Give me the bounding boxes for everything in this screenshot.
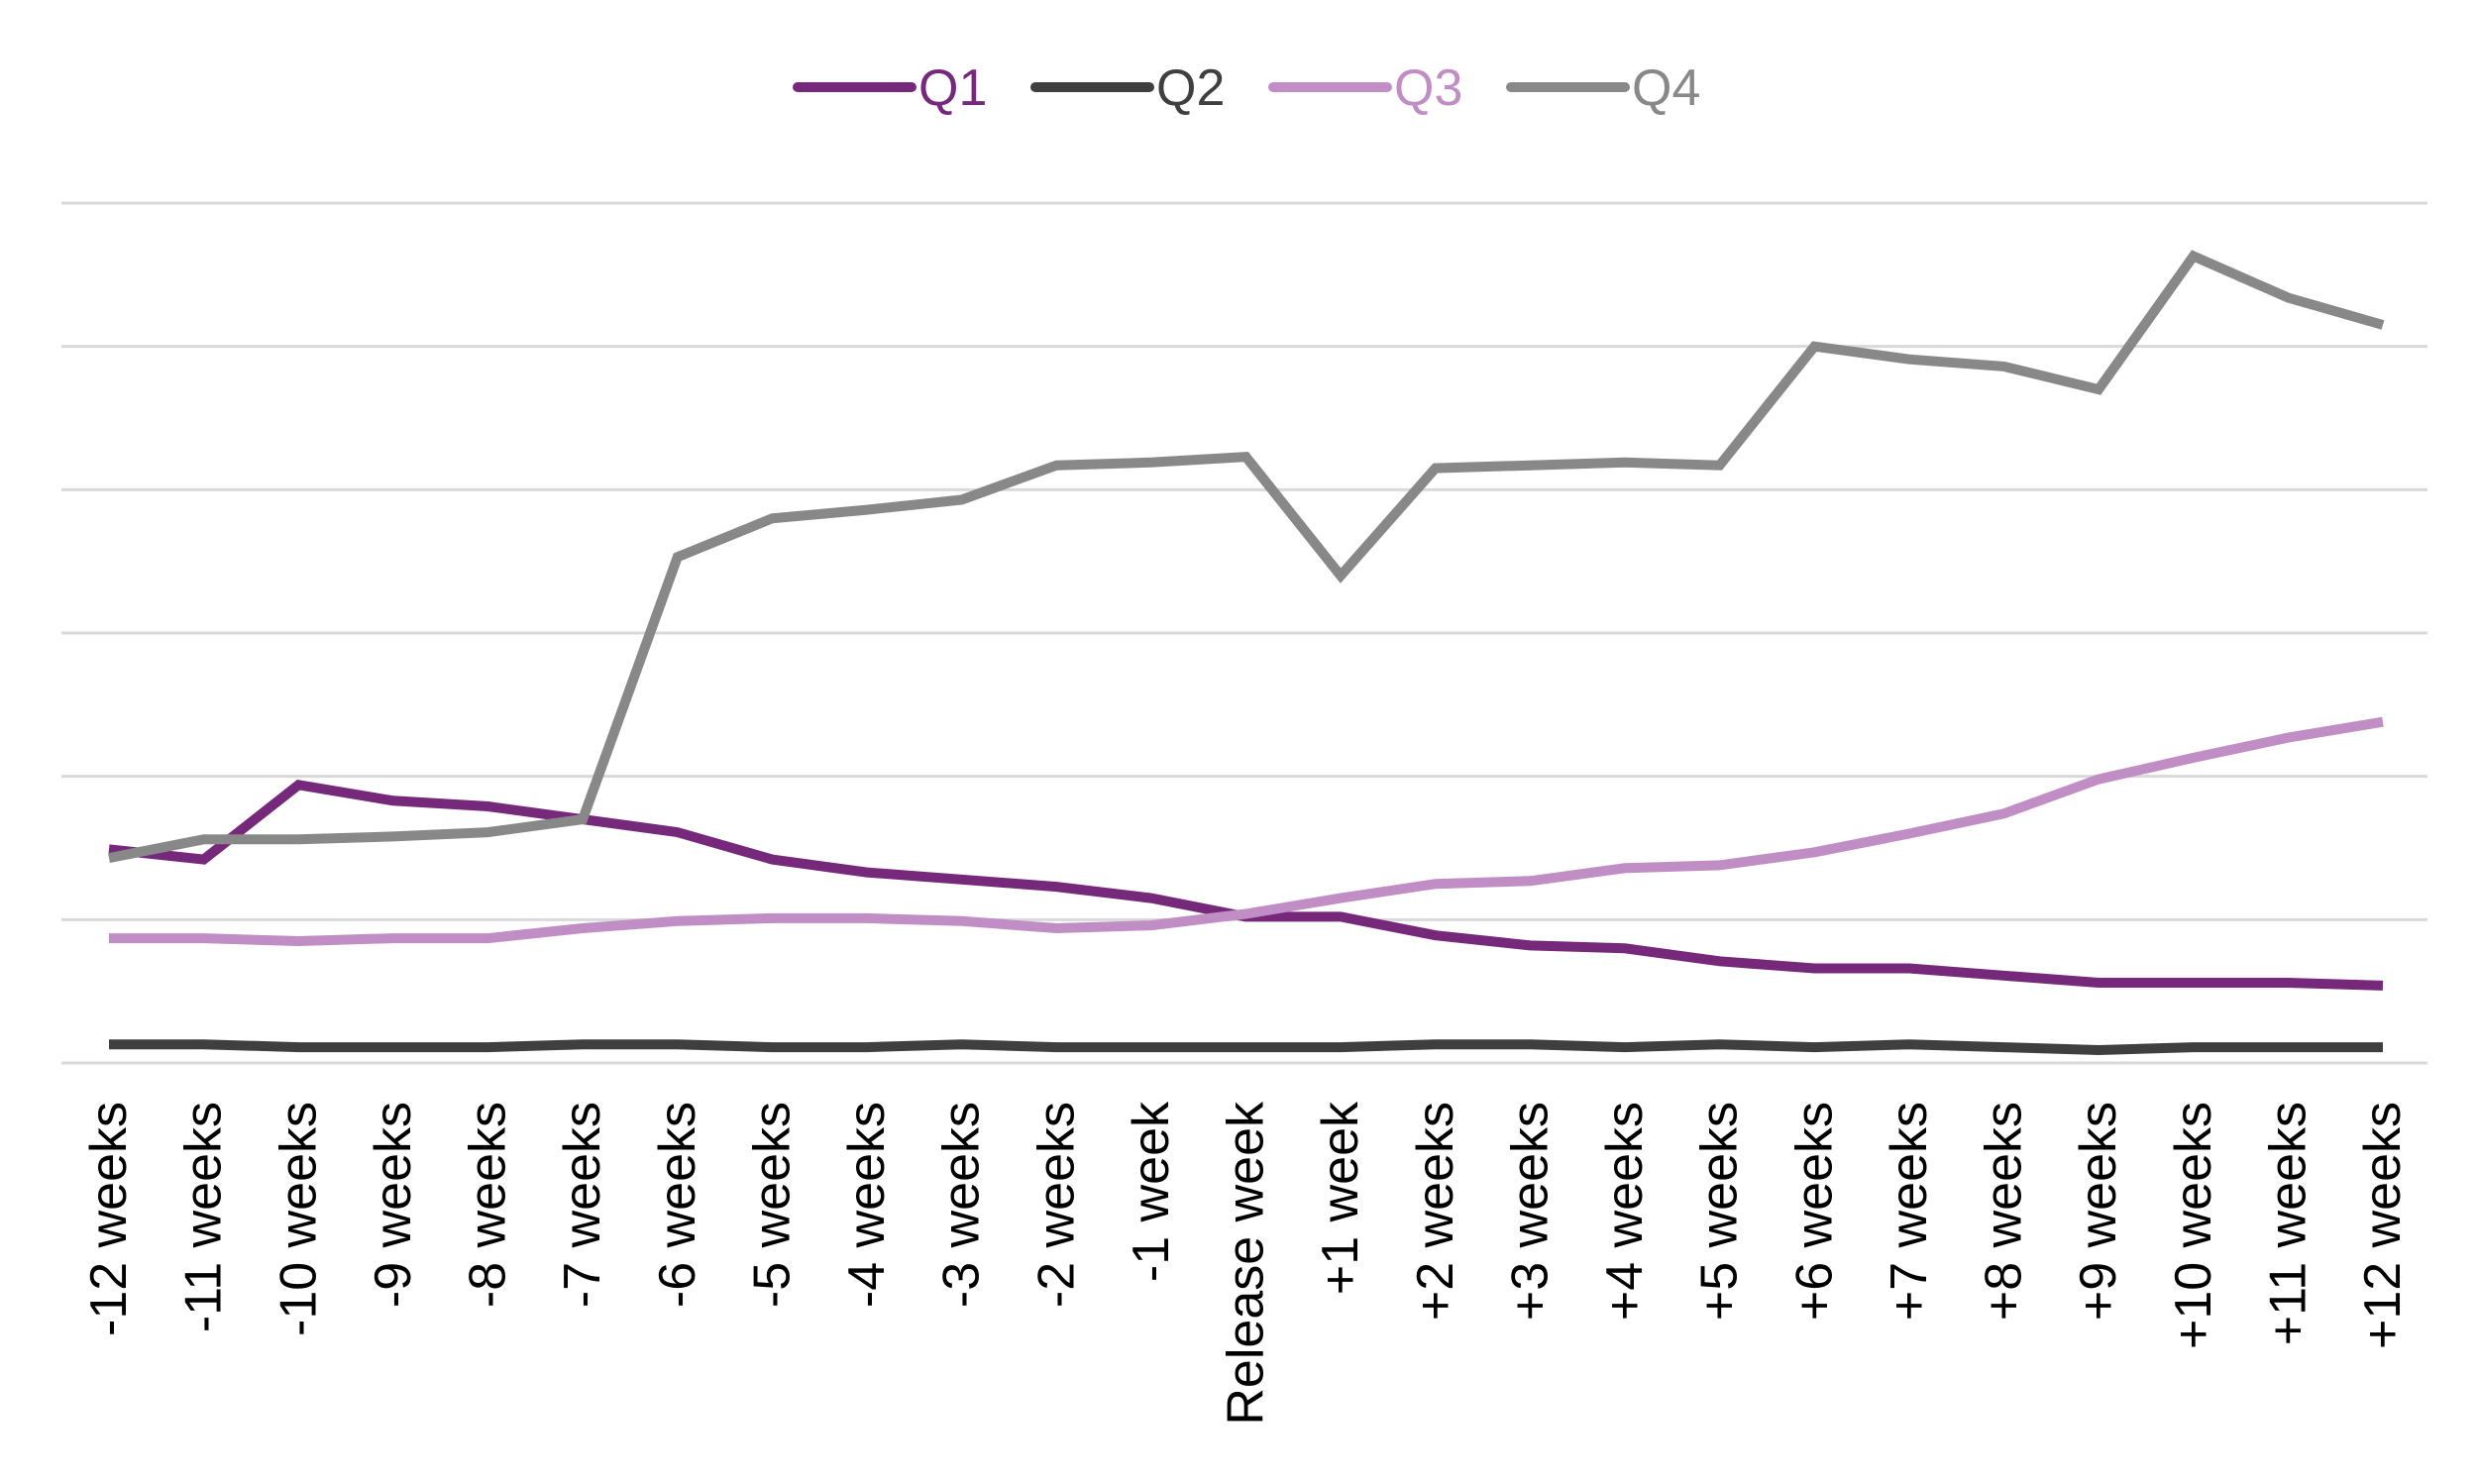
x-tick-label: -2 weeks bbox=[1027, 1102, 1085, 1308]
series-line-q2 bbox=[109, 1039, 2383, 1056]
x-axis-tick-labels: -12 weeks -11 weeks -10 weeks -9 weeks -8 we… bbox=[80, 1101, 2412, 1426]
x-tick-label: -4 weeks bbox=[838, 1102, 896, 1308]
x-tick-label: Release week bbox=[1218, 1101, 1275, 1426]
x-tick-label: +9 weeks bbox=[2070, 1102, 2127, 1321]
x-tick-label: -8 weeks bbox=[460, 1102, 517, 1308]
x-tick-label: -9 weeks bbox=[365, 1102, 422, 1308]
x-tick-label: -3 weeks bbox=[933, 1102, 991, 1308]
x-tick-label: +7 weeks bbox=[1881, 1102, 1938, 1321]
legend-label-q2: Q2 bbox=[1156, 59, 1225, 117]
series-line-q3 bbox=[109, 716, 2384, 947]
x-tick-label: +3 weeks bbox=[1501, 1102, 1559, 1321]
x-tick-label: -1 week bbox=[1123, 1101, 1180, 1282]
x-tick-label: +1 week bbox=[1312, 1101, 1369, 1295]
legend-label-q1: Q1 bbox=[918, 59, 987, 117]
x-tick-label: +11 weeks bbox=[2259, 1102, 2316, 1345]
x-tick-label: -12 weeks bbox=[80, 1102, 138, 1336]
legend: Q1 Q2 Q3 Q4 bbox=[793, 59, 1700, 117]
series-line-q4 bbox=[108, 250, 2385, 864]
legend-label-q3: Q3 bbox=[1394, 59, 1462, 117]
x-tick-label: +10 weeks bbox=[2165, 1102, 2222, 1349]
x-tick-label: -6 weeks bbox=[649, 1102, 706, 1308]
x-tick-label: -11 weeks bbox=[175, 1102, 233, 1332]
x-tick-label: +8 weeks bbox=[1976, 1102, 2033, 1321]
x-tick-label: -10 weeks bbox=[269, 1102, 327, 1336]
x-tick-label: +6 weeks bbox=[1785, 1102, 1843, 1321]
x-tick-label: -7 weeks bbox=[554, 1102, 611, 1308]
x-tick-label: +5 weeks bbox=[1691, 1102, 1749, 1321]
x-tick-label: -5 weeks bbox=[743, 1102, 801, 1308]
legend-label-q4: Q4 bbox=[1632, 59, 1700, 117]
x-tick-label: +2 weeks bbox=[1407, 1102, 1464, 1321]
x-tick-label: +12 weeks bbox=[2354, 1102, 2412, 1349]
x-tick-label: +4 weeks bbox=[1596, 1102, 1654, 1321]
series-lines bbox=[108, 250, 2385, 1056]
